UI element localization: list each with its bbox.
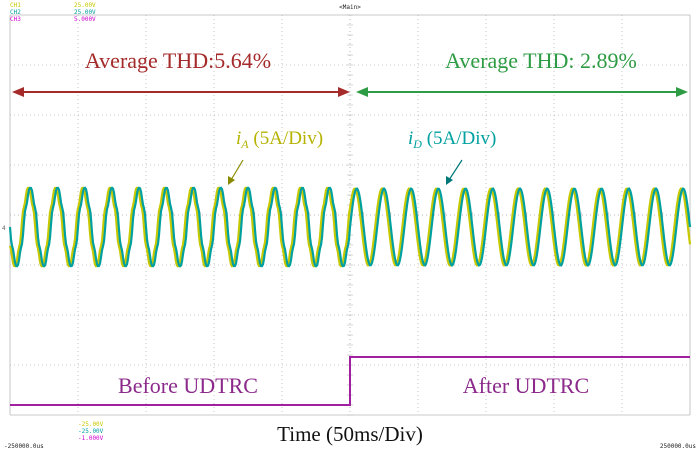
before-udtrc-label: Before UDTRC: [118, 373, 258, 398]
bottom-value-1: -25.00V: [78, 421, 104, 428]
id-label-group: iD (5A/Div): [408, 128, 496, 185]
time-start-label: -250000.0us: [4, 443, 44, 450]
ia-pointer: [230, 159, 244, 181]
channel-3-value: 5.000V: [74, 16, 96, 23]
thd-after-group: Average THD: 2.89%: [356, 48, 688, 97]
channel-2-value: 25.00V: [74, 9, 96, 16]
waveforms: [8, 186, 692, 268]
channel-legend: CH1 25.00V CH2 25.00V CH3 5.000V: [10, 2, 96, 23]
channel-1-value: 25.00V: [74, 2, 96, 9]
thd-before-arrow-left-head: [12, 87, 24, 97]
thd-before-label: Average THD:5.64%: [85, 48, 271, 73]
bottom-values: -25.00V -25.00V -1.000V: [78, 421, 104, 442]
bottom-value-3: -1.000V: [78, 435, 104, 442]
side-marker: 4: [2, 225, 6, 232]
bottom-value-2: -25.00V: [78, 428, 104, 435]
id-pointer: [448, 159, 463, 181]
channel-1-name: CH1: [10, 2, 21, 9]
channel-2-name: CH2: [10, 9, 21, 16]
thd-before-arrow-right-head: [338, 87, 350, 97]
thd-after-label: Average THD: 2.89%: [445, 48, 637, 73]
ia-waveform: [8, 186, 692, 268]
time-axis-label: Time (50ms/Div): [277, 422, 423, 446]
thd-after-arrow-left-head: [356, 87, 368, 97]
id-label: iD (5A/Div): [408, 128, 496, 151]
ia-label-group: iA (5A/Div): [228, 128, 323, 185]
time-end-label: 250000.0us: [660, 443, 697, 450]
channel-3-name: CH3: [10, 16, 21, 23]
id-pointer-head: [446, 176, 453, 185]
udtrc-step-signal: [10, 356, 690, 406]
id-waveform: [8, 186, 692, 268]
thd-after-arrow-right-head: [676, 87, 688, 97]
ia-label: iA (5A/Div): [236, 128, 323, 151]
thd-before-group: Average THD:5.64%: [12, 48, 350, 97]
ia-pointer-head: [228, 176, 235, 185]
top-center-label: <Main>: [339, 4, 361, 11]
after-udtrc-label: After UDTRC: [463, 373, 589, 398]
